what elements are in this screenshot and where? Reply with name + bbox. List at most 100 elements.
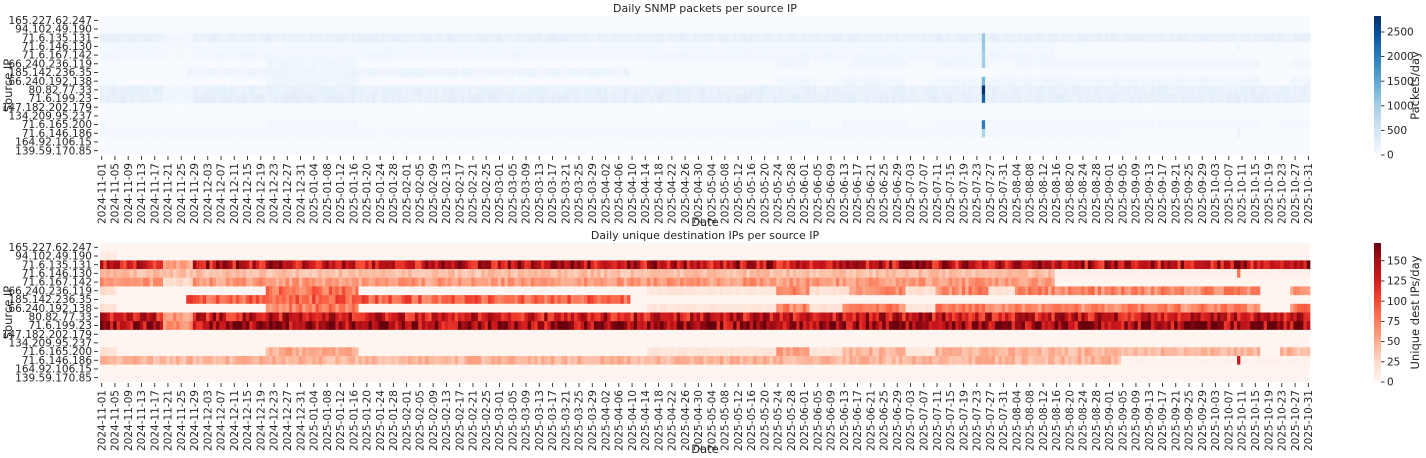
heatmap-cell	[259, 59, 263, 69]
heatmap-cell	[239, 111, 243, 121]
heatmap-cell	[799, 24, 804, 34]
heatmap-cell	[869, 120, 873, 130]
heatmap-cell	[166, 16, 170, 26]
heatmap-cell	[660, 16, 664, 26]
heatmap-cell	[464, 24, 469, 34]
heatmap-cell	[912, 120, 916, 130]
heatmap-cell	[965, 24, 969, 34]
heatmap-cell	[361, 24, 366, 34]
heatmap-cell	[202, 76, 207, 86]
heatmap-cell	[1290, 42, 1294, 52]
heatmap-cell	[530, 120, 535, 130]
heatmap-cell	[584, 68, 588, 78]
heatmap-cell	[826, 68, 830, 78]
heatmap-cell	[560, 111, 565, 121]
heatmap-cell	[305, 94, 310, 104]
heatmap-cell	[985, 33, 989, 43]
heatmap-cell	[792, 94, 797, 104]
heatmap-cell	[859, 128, 863, 138]
heatmap-cell	[404, 33, 409, 43]
heatmap-cell	[1087, 50, 1092, 60]
heatmap-cell	[146, 42, 151, 52]
heatmap-cell	[584, 59, 588, 69]
heatmap-cell	[378, 42, 383, 52]
heatmap-cell	[945, 59, 950, 69]
heatmap-cell	[1256, 50, 1261, 60]
heatmap-cell	[729, 111, 734, 121]
heatmap-cell	[888, 68, 893, 78]
heatmap-cell	[136, 76, 141, 86]
heatmap-cell	[378, 76, 383, 86]
heatmap-cell	[898, 94, 903, 104]
heatmap-cell	[348, 85, 353, 95]
heatmap-cell	[342, 128, 346, 138]
heatmap-cell	[706, 111, 711, 121]
heatmap-cell	[441, 16, 446, 26]
heatmap-cell	[1074, 120, 1079, 130]
heatmap-cell	[179, 59, 184, 69]
heatmap-cell	[365, 128, 369, 138]
heatmap-cell	[789, 120, 794, 130]
heatmap-cell	[421, 42, 426, 52]
heatmap-cell	[1121, 102, 1125, 112]
heatmap-cell	[660, 59, 664, 69]
heatmap-cell	[398, 76, 403, 86]
heatmap-cell	[312, 85, 316, 95]
heatmap-cell	[686, 59, 691, 69]
heatmap-cell	[915, 111, 920, 121]
heatmap-cell	[527, 128, 532, 138]
heatmap-cell	[116, 24, 121, 34]
heatmap-cell	[149, 76, 154, 86]
heatmap-cell	[849, 59, 853, 69]
heatmap-cell	[1270, 94, 1274, 104]
heatmap-cell	[119, 59, 124, 69]
heatmap-cell	[938, 85, 943, 95]
heatmap-cell	[1167, 16, 1172, 26]
heatmap-cell	[978, 59, 983, 69]
heatmap-cell	[580, 59, 585, 69]
heatmap-cell	[1220, 59, 1225, 69]
heatmap-cell	[225, 42, 230, 52]
heatmap-cell	[504, 42, 509, 52]
heatmap-cell	[1210, 94, 1215, 104]
heatmap-cell	[1008, 24, 1012, 34]
heatmap-cell	[1174, 85, 1178, 95]
heatmap-cell	[981, 76, 986, 86]
heatmap-cell	[1107, 68, 1112, 78]
heatmap-cell	[1283, 94, 1288, 104]
heatmap-cell	[219, 85, 224, 95]
heatmap-cell	[451, 111, 456, 121]
heatmap-cell	[613, 33, 618, 43]
heatmap-cell	[282, 16, 286, 26]
heatmap-cell	[186, 102, 190, 112]
heatmap-cell	[269, 76, 273, 86]
heatmap-cell	[279, 128, 283, 138]
heatmap-cell	[560, 59, 565, 69]
heatmap-cell	[564, 68, 568, 78]
heatmap-cell	[484, 59, 489, 69]
heatmap-cell	[242, 102, 247, 112]
heatmap-cell	[1190, 42, 1195, 52]
heatmap-cell	[262, 33, 267, 43]
heatmap-cell	[431, 128, 436, 138]
heatmap-cell	[1230, 68, 1235, 78]
heatmap-cell	[650, 59, 654, 69]
heatmap-cell	[759, 111, 764, 121]
heatmap-cell	[729, 24, 734, 34]
heatmap-cell	[368, 102, 373, 112]
heatmap-cell	[942, 42, 946, 52]
heatmap-cell	[809, 16, 814, 26]
heatmap-cell	[355, 76, 359, 86]
heatmap-cell	[182, 85, 187, 95]
heatmap-cell	[133, 102, 137, 112]
heatmap-cell	[159, 16, 164, 26]
heatmap-cell	[1237, 76, 1241, 86]
heatmap-cell	[869, 33, 873, 43]
heatmap-cell	[617, 42, 621, 52]
heatmap-cell	[182, 59, 187, 69]
heatmap-cell	[1154, 120, 1158, 130]
heatmap-cell	[305, 50, 310, 60]
heatmap-cell	[680, 76, 684, 86]
heatmap-cell	[587, 111, 591, 121]
heatmap-cell	[971, 24, 976, 34]
